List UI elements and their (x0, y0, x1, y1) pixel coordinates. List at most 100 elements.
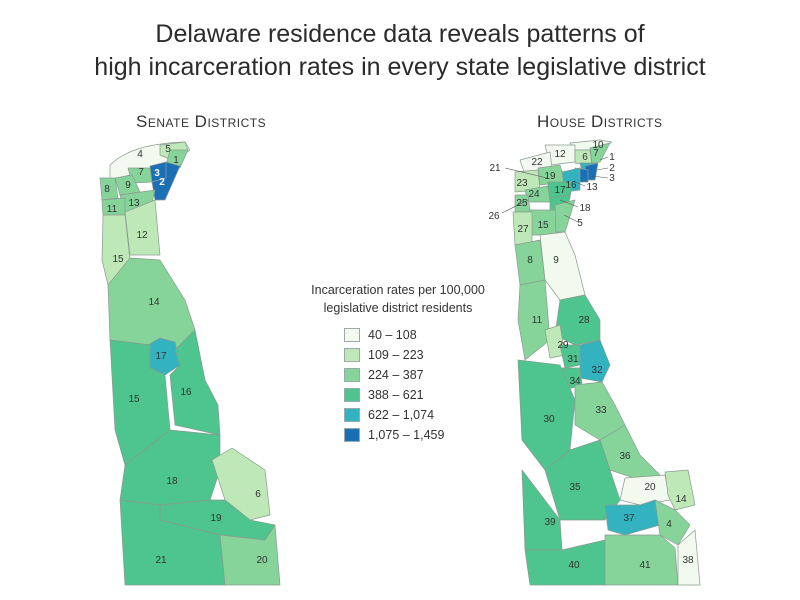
legend-swatch (344, 348, 360, 362)
senate-label: 7 (138, 167, 144, 178)
house-label: 22 (531, 157, 543, 168)
house-label: 16 (565, 180, 577, 191)
legend-item: 388 – 621 (344, 385, 498, 405)
title-line-1: Delaware residence data reveals patterns… (155, 20, 645, 48)
house-label: 19 (544, 171, 556, 182)
senate-label: 6 (255, 489, 261, 500)
senate-label: 8 (104, 184, 110, 195)
legend-label: 622 – 1,074 (368, 408, 435, 422)
legend-swatch (344, 328, 360, 342)
legend-label: 388 – 621 (368, 388, 424, 402)
legend-swatch (344, 368, 360, 382)
house-label: 23 (516, 178, 528, 189)
senate-label: 14 (148, 297, 160, 308)
senate-label: 19 (210, 513, 222, 524)
senate-label: 15 (128, 394, 140, 405)
senate-labels: 4 5 1 3 7 2 9 8 13 11 12 15 14 17 15 16 … (104, 144, 268, 566)
house-leader-lines (501, 156, 609, 223)
house-label: 18 (579, 203, 591, 214)
senate-label: 1 (173, 155, 179, 166)
house-label: 6 (582, 152, 588, 163)
house-label: 11 (532, 315, 543, 326)
house-district-38[interactable] (677, 529, 701, 586)
house-label: 10 (592, 140, 604, 151)
house-label: 24 (528, 189, 540, 200)
senate-district-20[interactable] (219, 524, 281, 586)
house-map (501, 139, 701, 586)
house-label: 40 (568, 560, 580, 571)
house-label: 9 (553, 255, 559, 266)
house-district-4[interactable] (654, 499, 691, 546)
legend-label: 40 – 108 (368, 328, 417, 342)
senate-map-label: Senate Districts (136, 112, 267, 131)
page-title: Delaware residence data reveals patterns… (0, 18, 800, 84)
house-label: 26 (488, 211, 500, 222)
house-label: 30 (543, 414, 555, 425)
senate-district-8[interactable] (99, 177, 119, 201)
house-label: 2 (609, 163, 615, 174)
senate-label: 5 (165, 144, 171, 155)
house-label: 25 (516, 198, 528, 209)
legend-item: 40 – 108 (344, 325, 498, 345)
house-label: 34 (569, 376, 581, 387)
house-district-41[interactable] (604, 534, 679, 586)
legend-title-line-1: Incarceration rates per 100,000 (311, 283, 485, 297)
senate-label: 21 (155, 555, 167, 566)
house-label: 21 (489, 163, 501, 174)
senate-district-15[interactable] (109, 339, 171, 466)
title-line-2: high incarceration rates in every state … (94, 53, 706, 81)
house-district-35[interactable] (544, 439, 621, 521)
legend-swatch (344, 388, 360, 402)
senate-label: 2 (159, 177, 165, 188)
legend-item: 1,075 – 1,459 (344, 425, 498, 445)
senate-label: 11 (107, 204, 118, 215)
house-labels: 10 12 22 6 7 1 2 3 21 19 16 13 23 17 24 … (488, 140, 694, 571)
legend-title-line-2: legislative district residents (323, 301, 473, 315)
house-label: 8 (527, 255, 533, 266)
house-map-label: House Districts (537, 112, 663, 131)
senate-label: 9 (125, 180, 131, 191)
legend-title: Incarceration rates per 100,000 legislat… (298, 281, 498, 317)
house-label: 31 (567, 354, 579, 365)
house-district-14[interactable] (664, 469, 696, 511)
senate-label: 16 (180, 387, 192, 398)
house-label: 41 (639, 560, 651, 571)
house-district-7[interactable] (589, 142, 611, 164)
legend-swatch (344, 408, 360, 422)
house-label: 3 (609, 173, 615, 184)
house-label: 4 (666, 519, 672, 530)
house-label: 38 (682, 555, 694, 566)
house-label: 7 (593, 148, 599, 159)
house-label: 17 (554, 185, 566, 196)
house-label: 29 (557, 340, 569, 351)
house-label: 37 (623, 513, 635, 524)
senate-label: 17 (155, 351, 167, 362)
legend-item: 224 – 387 (344, 365, 498, 385)
legend-item: 109 – 223 (344, 345, 498, 365)
house-district-11[interactable] (517, 279, 551, 361)
senate-label: 3 (154, 168, 160, 179)
house-district-9[interactable] (539, 231, 586, 301)
house-label: 33 (595, 405, 607, 416)
senate-label: 18 (166, 476, 178, 487)
legend: Incarceration rates per 100,000 legislat… (298, 281, 498, 445)
house-label: 1 (609, 152, 615, 163)
senate-map (99, 141, 281, 586)
senate-label: 15 (112, 254, 124, 265)
house-label: 12 (554, 149, 566, 160)
house-label: 35 (569, 482, 581, 493)
senate-district-12[interactable] (124, 199, 161, 256)
house-label: 20 (644, 482, 656, 493)
house-label: 39 (544, 517, 556, 528)
house-label: 13 (586, 182, 598, 193)
legend-item: 622 – 1,074 (344, 405, 498, 425)
house-label: 14 (675, 494, 687, 505)
senate-label: 20 (256, 555, 268, 566)
house-label: 5 (577, 218, 583, 229)
house-label: 36 (619, 451, 631, 462)
house-label: 15 (537, 220, 549, 231)
house-label: 32 (591, 365, 603, 376)
house-label: 27 (517, 224, 529, 235)
legend-label: 224 – 387 (368, 368, 424, 382)
